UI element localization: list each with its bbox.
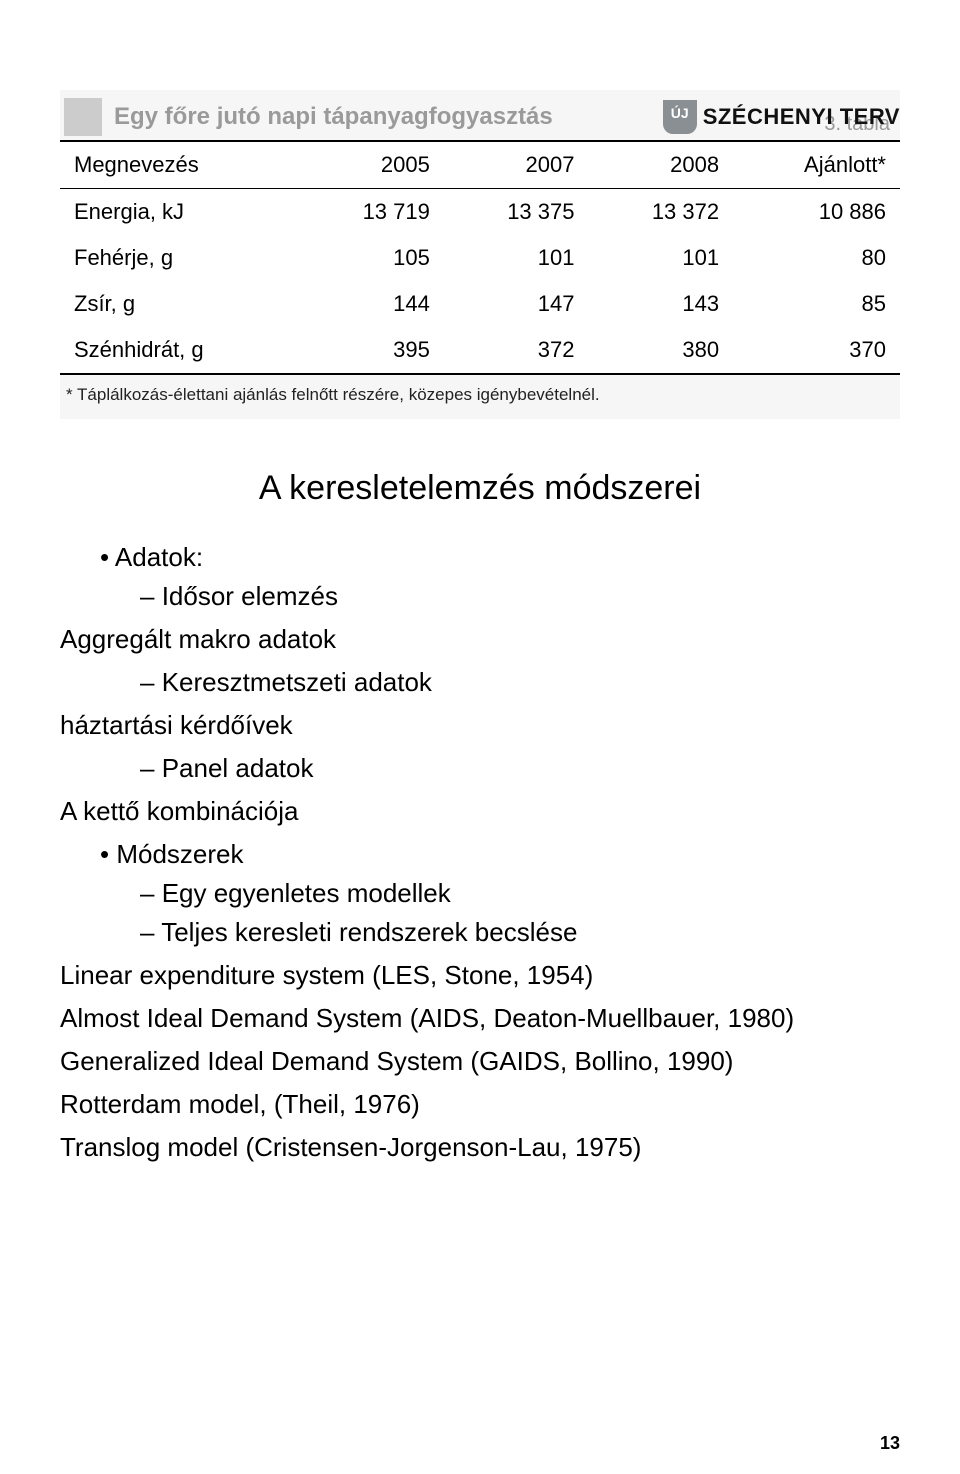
page-number: 13	[880, 1433, 900, 1454]
col-megnevezes: Megnevezés	[60, 141, 299, 189]
cell: 13 375	[444, 189, 589, 236]
table-title-group: Egy főre jutó napi tápanyagfogyasztás	[64, 98, 553, 136]
cell: Fehérje, g	[60, 235, 299, 281]
bullet-modszerek: Módszerek	[100, 835, 900, 874]
cell: 101	[444, 235, 589, 281]
col-2005: 2005	[299, 141, 444, 189]
table-row: Energia, kJ 13 719 13 375 13 372 10 886	[60, 189, 900, 236]
line-translog: Translog model (Cristensen-Jorgenson-Lau…	[60, 1128, 900, 1167]
line-aids: Almost Ideal Demand System (AIDS, Deaton…	[60, 999, 900, 1038]
cell: 147	[444, 281, 589, 327]
cell: 13 719	[299, 189, 444, 236]
cell: Energia, kJ	[60, 189, 299, 236]
table-footnote: * Táplálkozás-élettani ajánlás felnőtt r…	[60, 375, 900, 419]
logo-badge: ÚJ	[663, 100, 697, 134]
line-rotterdam: Rotterdam model, (Theil, 1976)	[60, 1085, 900, 1124]
cell: Zsír, g	[60, 281, 299, 327]
line-ketto: A kettő kombinációja	[60, 792, 900, 831]
cell: 10 886	[733, 189, 900, 236]
line-les: Linear expenditure system (LES, Stone, 1…	[60, 956, 900, 995]
line-aggregalt: Aggregált makro adatok	[60, 620, 900, 659]
cell: 370	[733, 327, 900, 374]
col-ajanlott: Ajánlott*	[733, 141, 900, 189]
nutrient-table: Megnevezés 2005 2007 2008 Ajánlott* Ener…	[60, 140, 900, 375]
nutrient-table-block: Egy főre jutó napi tápanyagfogyasztás 3.…	[60, 90, 900, 419]
bullet-adatok: Adatok:	[100, 538, 900, 577]
table-marker-icon	[64, 98, 102, 136]
cell: 380	[588, 327, 733, 374]
section-title: A keresletelemzés módszerei	[60, 469, 900, 508]
cell: 85	[733, 281, 900, 327]
cell: 13 372	[588, 189, 733, 236]
cell: Szénhidrát, g	[60, 327, 299, 374]
col-2008: 2008	[588, 141, 733, 189]
table-row: Fehérje, g 105 101 101 80	[60, 235, 900, 281]
cell: 143	[588, 281, 733, 327]
dash-idosor: Idősor elemzés	[100, 577, 900, 616]
dash-keresztmetszeti: Keresztmetszeti adatok	[100, 663, 900, 702]
page: ÚJ SZÉCHENYI TERV Egy főre jutó napi táp…	[0, 90, 960, 1474]
logo-text: SZÉCHENYI TERV	[703, 104, 900, 130]
cell: 101	[588, 235, 733, 281]
cell: 395	[299, 327, 444, 374]
table-header-row: Megnevezés 2005 2007 2008 Ajánlott*	[60, 141, 900, 189]
table-row: Szénhidrát, g 395 372 380 370	[60, 327, 900, 374]
table-row: Zsír, g 144 147 143 85	[60, 281, 900, 327]
cell: 372	[444, 327, 589, 374]
dash-egyenletes: Egy egyenletes modellek	[100, 874, 900, 913]
cell: 80	[733, 235, 900, 281]
dash-teljes: Teljes keresleti rendszerek becslése	[100, 913, 900, 952]
section-content: Adatok: Idősor elemzés Aggregált makro a…	[60, 538, 900, 1167]
dash-panel: Panel adatok	[100, 749, 900, 788]
col-2007: 2007	[444, 141, 589, 189]
line-gaids: Generalized Ideal Demand System (GAIDS, …	[60, 1042, 900, 1081]
cell: 144	[299, 281, 444, 327]
table-title: Egy főre jutó napi tápanyagfogyasztás	[114, 103, 553, 131]
cell: 105	[299, 235, 444, 281]
logo: ÚJ SZÉCHENYI TERV	[663, 100, 900, 134]
line-haztartasi: háztartási kérdőívek	[60, 706, 900, 745]
